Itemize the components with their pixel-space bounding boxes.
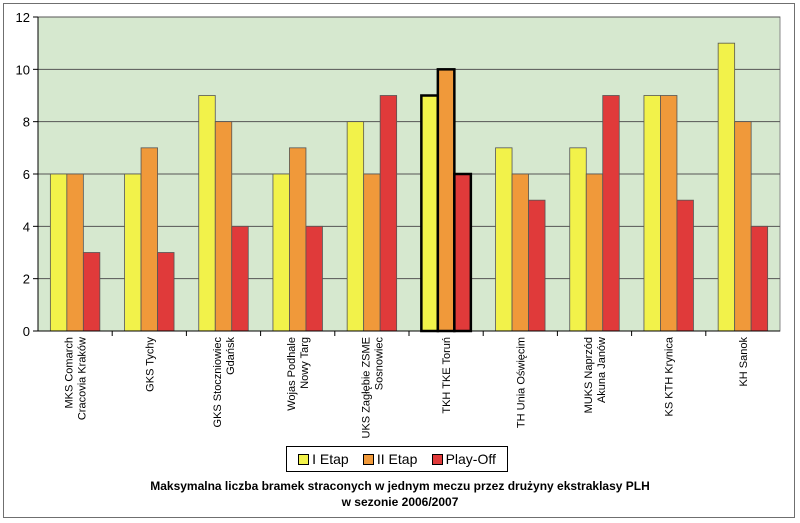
- legend-swatch-i-etap: [298, 453, 310, 465]
- category-label: TKH TKE Toruń: [441, 337, 453, 414]
- y-tick-label: 2: [23, 272, 30, 287]
- bar-play-off: [379, 95, 398, 332]
- bar-play-off: [602, 95, 620, 332]
- bar-play-off: [231, 225, 249, 332]
- bar-ii-etap: [363, 173, 381, 332]
- bar-i-etap: [643, 95, 661, 332]
- bar-ii-etap: [734, 121, 752, 332]
- chart-title-line-1: Maksymalna liczba bramek straconych w je…: [150, 479, 650, 493]
- y-tick-label: 6: [23, 167, 30, 182]
- category-label: KH Sanok: [738, 337, 750, 387]
- legend-swatch-ii-etap: [362, 453, 374, 465]
- bar-i-etap: [717, 42, 736, 332]
- category-label: MKS ComarchCracovia Kraków: [64, 337, 89, 420]
- category-label: GKS Tychy: [144, 337, 156, 392]
- category-label: TH Unia Oświęcim: [515, 337, 527, 428]
- bar-play-off: [82, 252, 101, 332]
- legend: I Etap II Etap Play-Off: [286, 446, 508, 472]
- bar-ii-etap: [511, 173, 529, 332]
- legend-swatch-play-off: [431, 453, 443, 465]
- legend-item-play-off: Play-Off: [431, 451, 496, 467]
- category-label: GKS StoczniowiecGdańsk: [212, 337, 237, 428]
- bar-ii-etap: [214, 121, 233, 332]
- bar-play-off: [676, 199, 694, 332]
- bar-i-etap: [198, 95, 216, 332]
- bar-ii-etap: [436, 68, 456, 333]
- bar-i-etap: [49, 173, 68, 332]
- legend-item-ii-etap: II Etap: [362, 451, 418, 467]
- y-tick-label: 8: [23, 115, 30, 130]
- bar-ii-etap: [585, 173, 604, 332]
- y-tick-label: 0: [23, 324, 30, 339]
- bar-ii-etap: [140, 147, 158, 332]
- bar-play-off: [453, 172, 473, 333]
- bar-play-off: [305, 225, 323, 332]
- category-label: MUKS NaprzódAkuna Janów: [583, 337, 608, 413]
- bar-i-etap: [272, 173, 290, 332]
- legend-item-i-etap: I Etap: [298, 451, 349, 467]
- bar-i-etap: [346, 121, 365, 332]
- chart-title: Maksymalna liczba bramek straconych w je…: [0, 478, 800, 510]
- bar-i-etap: [124, 173, 142, 332]
- bar-i-etap: [420, 94, 440, 333]
- y-tick-label: 12: [16, 10, 30, 25]
- legend-label-i-etap: I Etap: [312, 451, 349, 467]
- category-label: KS KTH Krynica: [664, 336, 676, 416]
- bar-play-off: [528, 199, 546, 332]
- bar-ii-etap: [660, 95, 678, 332]
- y-tick-label: 10: [16, 62, 30, 77]
- bar-play-off: [157, 252, 175, 332]
- bar-i-etap: [569, 147, 587, 332]
- legend-label-ii-etap: II Etap: [376, 451, 418, 467]
- category-label: Wojas PodhaleNowy Targ: [286, 337, 311, 411]
- legend-label-play-off: Play-Off: [445, 451, 496, 467]
- category-label: UKS Zagłębie ZSMESosnowiec: [360, 337, 385, 439]
- bar-i-etap: [495, 147, 513, 332]
- bar-ii-etap: [289, 147, 307, 332]
- bar-ii-etap: [66, 173, 84, 332]
- chart-title-line-2: w sezonie 2006/2007: [341, 495, 459, 509]
- bar-play-off: [750, 225, 769, 332]
- y-tick-label: 4: [23, 219, 30, 234]
